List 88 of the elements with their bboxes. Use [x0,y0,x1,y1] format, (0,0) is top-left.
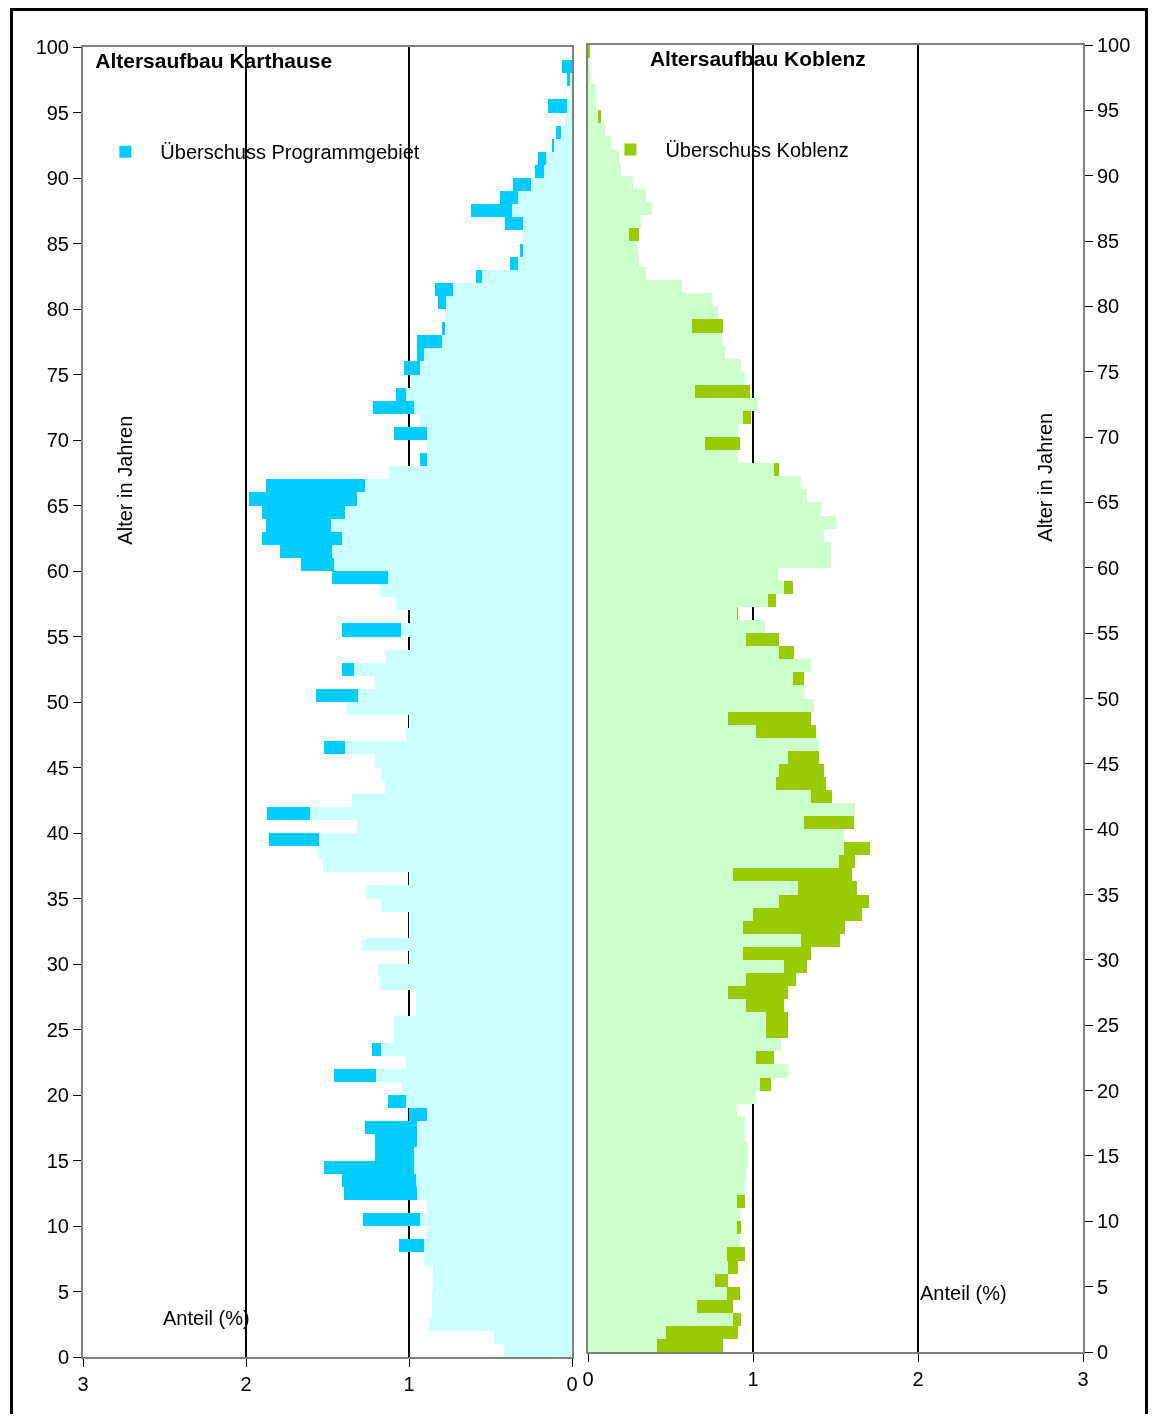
y-tick-label: 85 [46,232,69,255]
y-tick-label: 15 [1097,1144,1120,1167]
x-tick-label: 2 [240,1373,252,1395]
x-axis-title: Anteil (%) [920,1282,1007,1304]
y-tick-label: 10 [46,1215,69,1237]
bar [519,243,524,257]
y-axis-title: Alter in Jahren [1033,412,1056,542]
y-tick-label: 10 [1097,1210,1120,1233]
x-tick-label: 0 [582,1368,594,1390]
bar [804,816,854,830]
y-tick-label: 20 [1097,1079,1120,1102]
bar [420,453,427,467]
y-tick-label: 25 [1097,1014,1120,1037]
bar [399,1239,424,1253]
x-tick-label: 1 [747,1368,759,1390]
bar [510,256,519,270]
bar [342,623,401,637]
bar [784,580,793,594]
y-tick-label: 80 [1097,295,1120,318]
bar [691,319,724,333]
y-tick-label: 30 [1097,948,1120,971]
bar [736,1195,745,1209]
y-tick-label: 90 [46,167,69,189]
bar [441,322,445,336]
bar [547,99,568,113]
x-tick-label: 2 [912,1368,924,1390]
y-tick-label: 45 [1097,752,1120,775]
y-tick-label: 0 [57,1346,69,1368]
bar [394,426,427,440]
y-tick-label: 100 [35,36,69,58]
bar [792,672,805,686]
bar [779,646,795,660]
bar [759,1077,772,1091]
y-tick-label: 75 [1097,360,1120,383]
x-tick-label: 3 [77,1373,89,1395]
bar [363,1212,421,1226]
y-tick-label: 100 [1097,34,1131,56]
y-tick-label: 40 [46,822,69,844]
y-tick-label: 75 [46,363,69,386]
bar [324,741,346,755]
bar [555,125,561,139]
bar [342,662,354,676]
bar [695,384,750,398]
y-tick-label: 70 [46,429,69,451]
bar [743,410,752,425]
y-tick-label: 70 [1097,426,1120,449]
y-tick-label: 45 [46,756,69,779]
bar [597,110,602,124]
y-tick-label: 30 [46,953,69,975]
bar [767,593,777,608]
y-tick-label: 15 [46,1149,69,1172]
bar [387,1095,406,1109]
x-tick-label: 0 [566,1373,578,1395]
bar [268,833,320,847]
y-tick-label: 0 [1097,1341,1109,1363]
bar [267,806,310,820]
y-tick-label: 5 [1097,1275,1109,1298]
y-tick-label: 90 [1097,164,1120,187]
y-tick-label: 65 [46,494,69,517]
y-tick-label: 20 [46,1084,69,1106]
y-tick-label: 35 [46,887,69,910]
y-tick-label: 55 [46,625,69,648]
y-tick-label: 60 [46,560,69,582]
y-tick-label: 35 [1097,883,1120,906]
bar [475,269,483,283]
bar [756,1051,775,1065]
y-tick-label: 60 [1097,556,1120,579]
x-tick-label: 3 [1077,1368,1089,1390]
x-tick-label: 1 [403,1373,415,1395]
bar [774,463,780,477]
bar [629,227,640,242]
y-tick-label: 25 [46,1018,69,1041]
bar [334,1068,377,1082]
y-tick-label: 55 [1097,622,1120,645]
bar [746,633,780,647]
y-tick-label: 95 [1097,99,1120,122]
y-tick-label: 50 [46,691,69,713]
y-axis-title: Alter in Jahren [114,415,137,545]
y-tick-label: 5 [57,1280,69,1303]
bar [371,1042,382,1056]
y-tick-label: 80 [46,298,69,320]
bar [316,688,359,702]
y-tick-label: 50 [1097,687,1120,710]
y-tick-label: 85 [1097,230,1120,253]
y-tick-label: 65 [1097,491,1120,514]
y-tick-label: 40 [1097,818,1120,841]
bar [705,437,740,451]
y-tick-label: 95 [46,101,69,124]
